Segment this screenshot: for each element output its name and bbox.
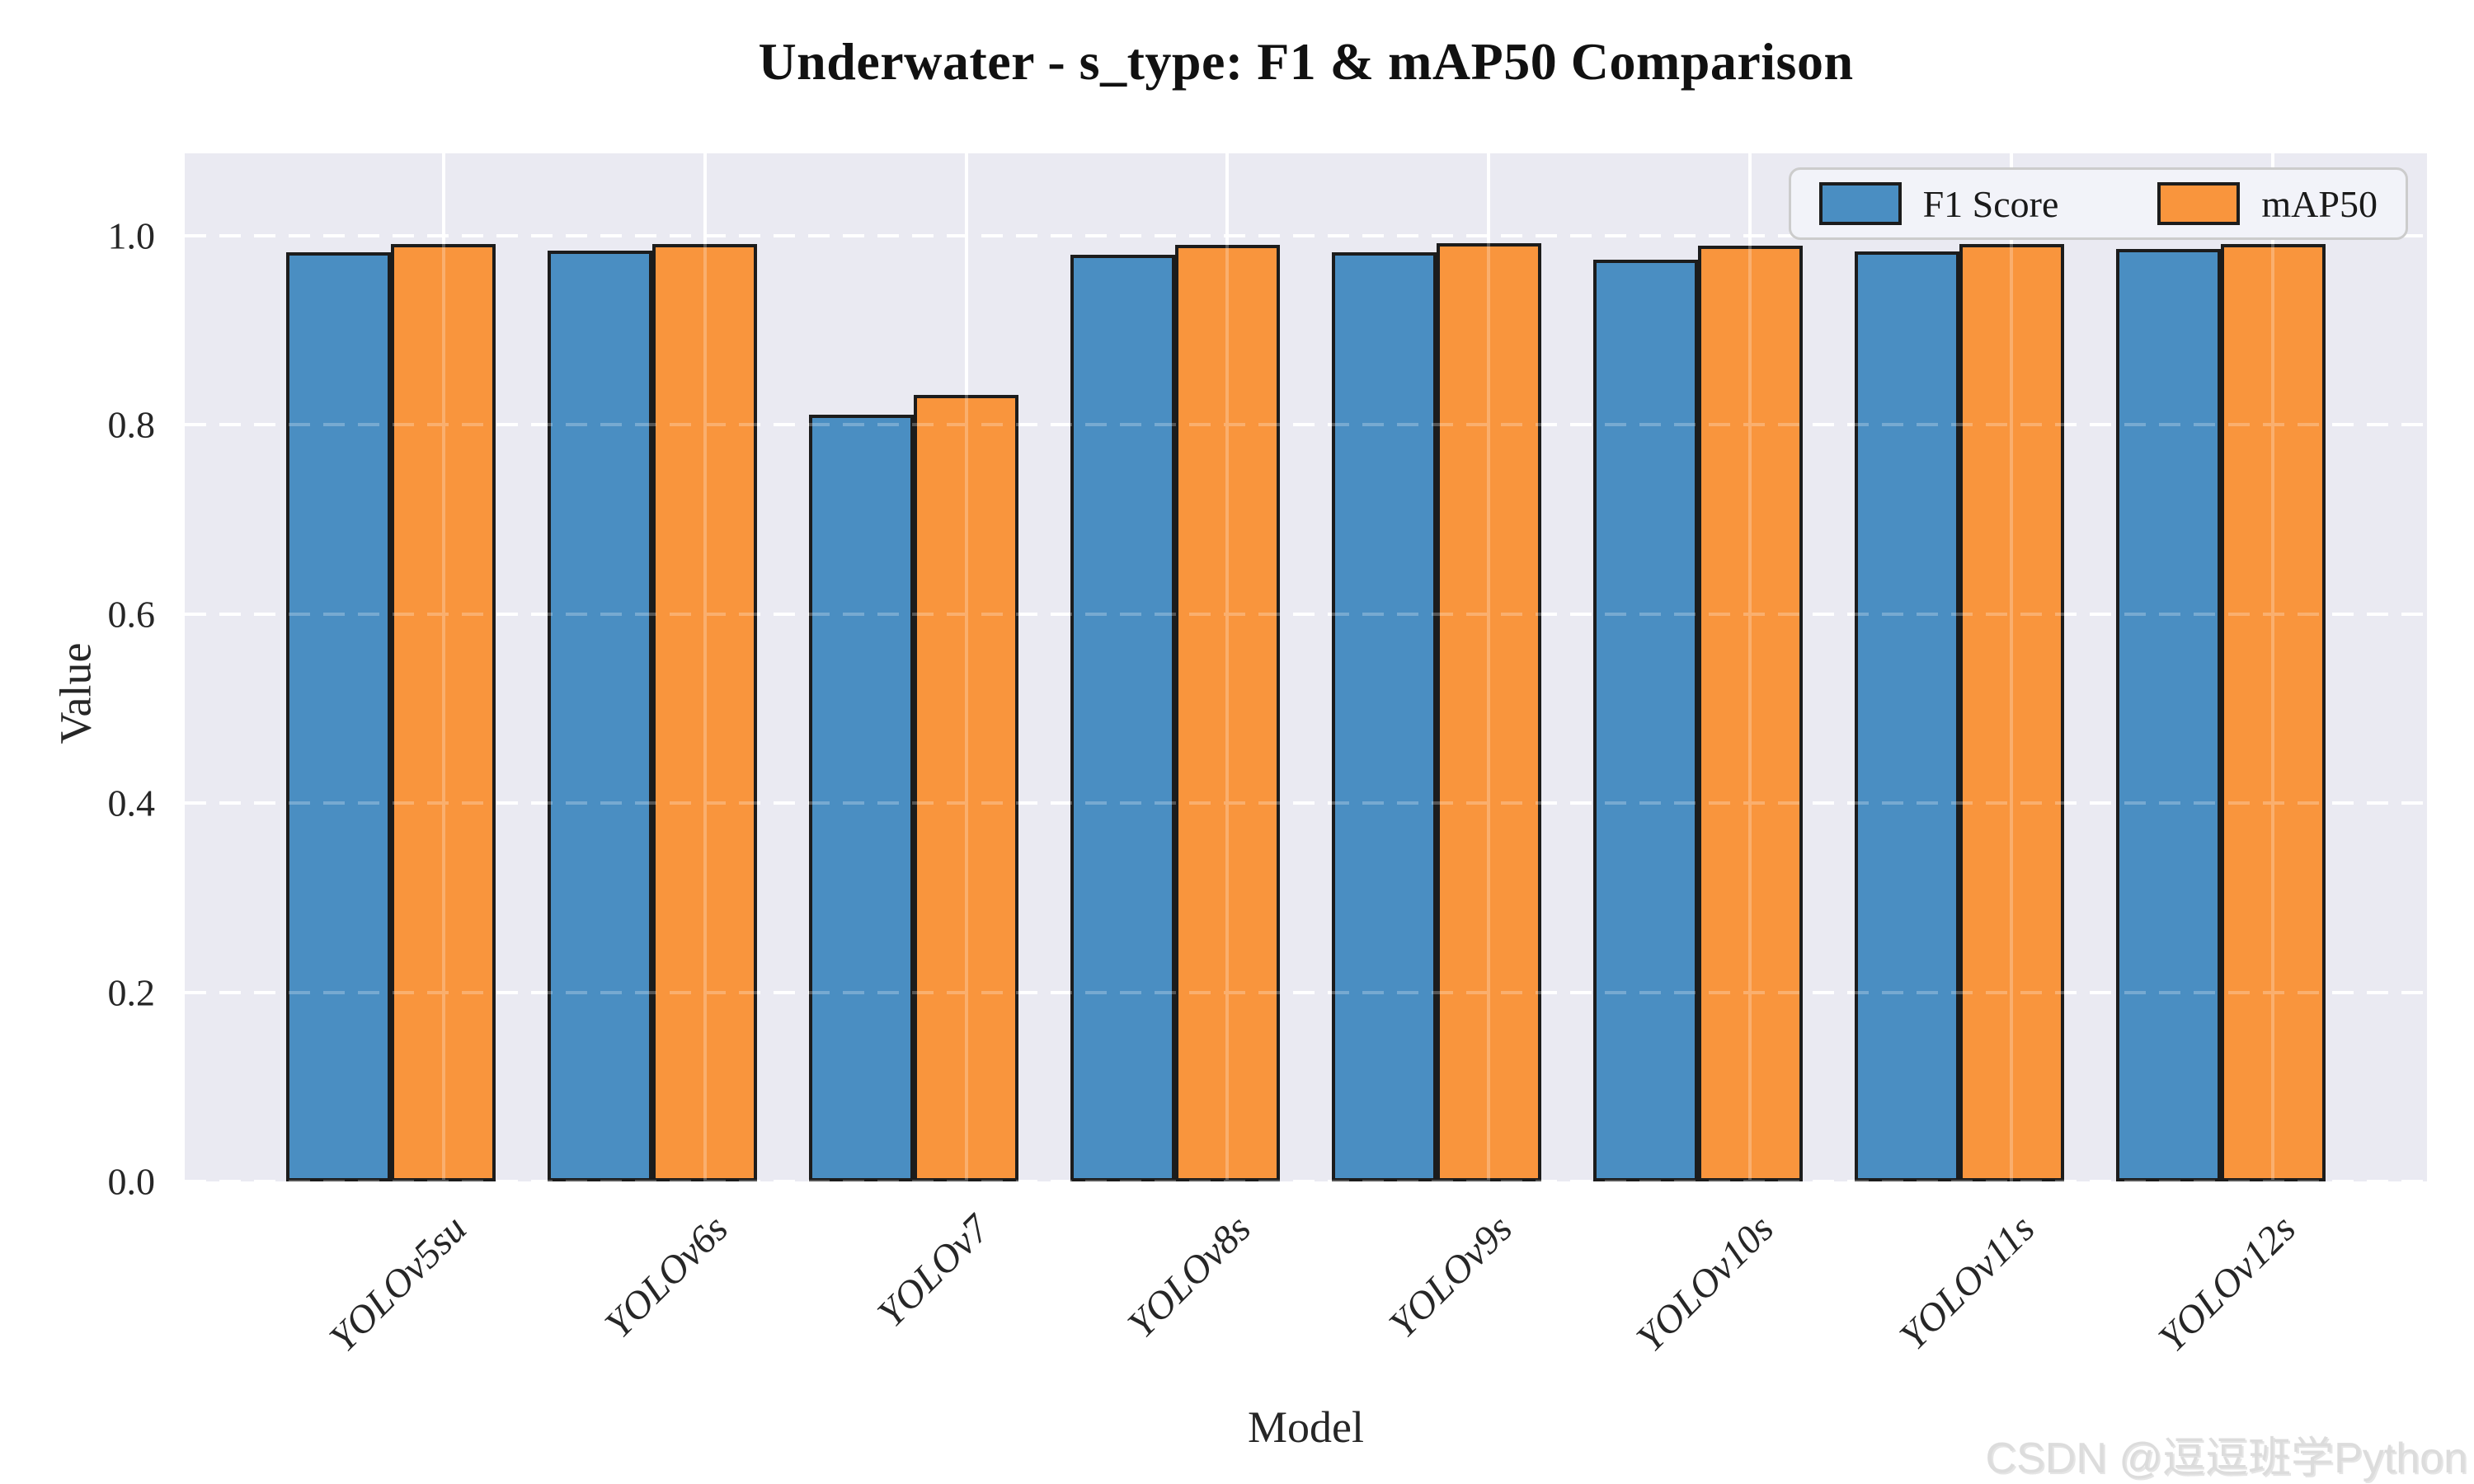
gridlines-under — [185, 153, 2427, 1183]
x-tick-label-yolov9s: YOLOv9s — [1380, 1206, 1521, 1347]
horizontal-gridline — [185, 423, 2427, 427]
x-tick-label-yolov11s: YOLOv11s — [1891, 1206, 2044, 1359]
f1-swatch-icon — [1818, 182, 1902, 225]
f1-bar-yolov9s — [1332, 252, 1437, 1181]
f1-bar-yolov6s — [548, 251, 653, 1181]
horizontal-gridline — [185, 233, 2427, 237]
x-tick-label-yolov12s: YOLOv12s — [2150, 1206, 2305, 1361]
legend-label: F1 Score — [1922, 182, 2059, 225]
horizontal-gridline — [185, 612, 2427, 616]
map50-bar-yolov6s — [652, 244, 758, 1181]
x-tick-label-yolov8s: YOLOv8s — [1119, 1206, 1259, 1347]
watermark: CSDN @逗逗班学Python — [1985, 1435, 2467, 1482]
horizontal-gridline — [185, 1180, 2427, 1183]
y-tick-label: 0.0 — [107, 1160, 156, 1203]
legend-label: mAP50 — [2261, 182, 2378, 225]
map50-bar-yolov8s — [1175, 245, 1280, 1181]
legend-item-map50: mAP50 — [2157, 182, 2378, 226]
chart-title: Underwater - s_type: F1 & mAP50 Comparis… — [758, 32, 1854, 91]
map50-swatch-icon — [2157, 182, 2241, 225]
horizontal-gridline — [185, 990, 2427, 994]
x-tick-label-yolov7: YOLOv7 — [868, 1206, 998, 1336]
f1-bar-yolov7 — [809, 414, 915, 1181]
map50-bar-yolov5su — [391, 244, 496, 1181]
x-tick-label-yolov6s: YOLOv6s — [596, 1206, 736, 1347]
y-tick-label: 0.4 — [107, 782, 156, 824]
legend: F1 Score mAP50 — [1788, 167, 2408, 240]
x-axis-label: Model — [1248, 1402, 1364, 1452]
f1-bar-yolov12s — [2115, 248, 2221, 1181]
y-tick-label: 0.8 — [107, 403, 156, 446]
map50-bar-yolov11s — [1959, 244, 2064, 1181]
y-tick-label: 0.6 — [107, 593, 156, 636]
f1-bar-yolov5su — [286, 252, 392, 1181]
plot-area — [185, 153, 2427, 1183]
x-tick-label-yolov10s: YOLOv10s — [1628, 1206, 1782, 1361]
legend-item-f1: F1 Score — [1818, 182, 2059, 226]
f1-bar-yolov8s — [1070, 254, 1176, 1181]
map50-bar-yolov10s — [1697, 246, 1803, 1181]
f1-bar-yolov10s — [1593, 259, 1698, 1181]
y-tick-label: 1.0 — [107, 214, 156, 257]
horizontal-gridline — [185, 801, 2427, 805]
y-axis-label: Value — [50, 642, 101, 744]
map50-bar-yolov12s — [2220, 244, 2326, 1181]
map50-bar-yolov9s — [1436, 242, 1541, 1181]
f1-bar-yolov11s — [1855, 251, 1959, 1181]
x-tick-label-yolov5su: YOLOv5su — [321, 1206, 475, 1361]
y-tick-label: 0.2 — [107, 971, 156, 1014]
map50-bar-yolov7 — [914, 394, 1018, 1181]
